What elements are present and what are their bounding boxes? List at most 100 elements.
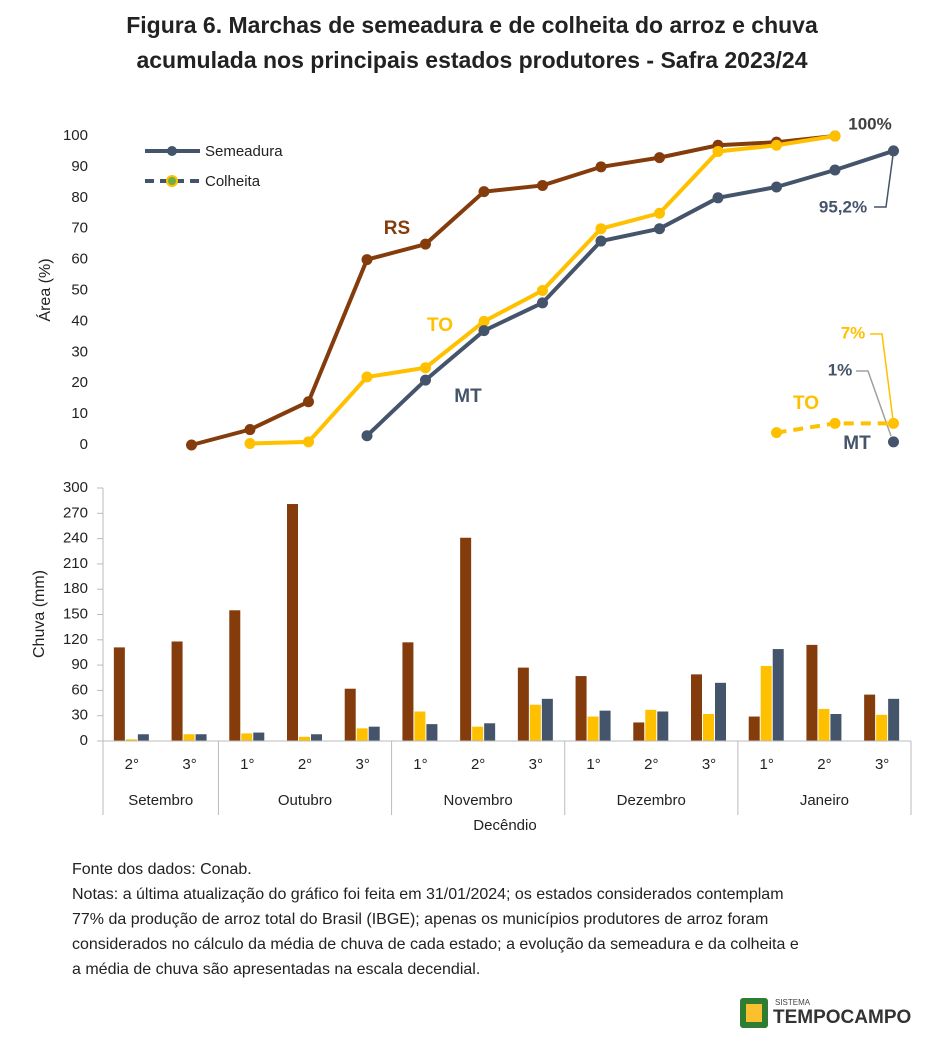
bar	[125, 739, 137, 741]
point	[420, 374, 431, 386]
group-label: Janeiro	[800, 792, 849, 809]
point	[654, 152, 665, 164]
logo-small: SISTEMA	[775, 998, 811, 1007]
point	[420, 362, 431, 374]
point	[888, 436, 899, 448]
bar	[748, 716, 760, 741]
bar	[876, 714, 888, 741]
group-label: Novembro	[444, 792, 513, 809]
value-label: 100%	[848, 114, 891, 133]
bar	[691, 674, 702, 741]
bar	[171, 641, 183, 741]
bar	[599, 710, 611, 741]
series-label: RS	[384, 218, 410, 239]
value-label: 1%	[828, 360, 853, 379]
bar	[517, 667, 529, 741]
y-tick-label: 30	[71, 707, 88, 724]
bar	[772, 649, 784, 741]
y-tick-label: 180	[63, 580, 88, 597]
x-tick-label: 2°	[298, 756, 312, 773]
point	[771, 181, 782, 193]
point	[361, 371, 373, 383]
x-tick-label: 1°	[586, 756, 600, 773]
y-tick-label: 10	[71, 405, 88, 422]
point	[654, 207, 665, 219]
point	[888, 417, 899, 429]
point	[478, 325, 490, 337]
point	[361, 430, 373, 442]
bar	[830, 714, 842, 741]
x-tick-label: 3°	[875, 756, 889, 773]
point	[420, 238, 431, 250]
title-line: Figura 6. Marchas de semeadura e de colh…	[126, 12, 818, 38]
bar	[484, 723, 496, 741]
point	[829, 130, 841, 142]
point	[595, 235, 607, 247]
x-tick-label: 2°	[125, 756, 139, 773]
series-label: TO	[427, 315, 453, 336]
y-tick-label: 20	[71, 374, 88, 391]
bar	[402, 642, 414, 741]
leader-line	[856, 370, 892, 437]
bar	[633, 722, 645, 741]
bar	[195, 734, 207, 741]
y-tick-label: 0	[80, 732, 88, 749]
x-tick-label: 2°	[644, 756, 658, 773]
legend-marker	[166, 175, 178, 187]
point	[771, 139, 782, 151]
y-tick-label: 0	[80, 436, 88, 453]
point	[712, 145, 724, 157]
point	[244, 424, 256, 436]
series-line	[365, 148, 895, 438]
x-tick-label: 2°	[471, 756, 485, 773]
bar	[703, 714, 714, 741]
bar	[472, 726, 484, 741]
x-tick-label: 3°	[182, 756, 196, 773]
bar	[460, 537, 472, 741]
point	[537, 179, 548, 191]
note-line: considerados no cálculo da média de chuv…	[72, 936, 799, 953]
point	[186, 439, 197, 451]
bar	[229, 610, 241, 741]
bar	[645, 709, 657, 741]
value-label: 95,2%	[819, 197, 867, 216]
point	[361, 254, 373, 266]
y-tick-label: 70	[71, 220, 88, 237]
bar	[253, 732, 265, 741]
note-line: 77% da produção de arroz total do Brasil…	[72, 911, 768, 928]
bar	[183, 734, 195, 741]
bar	[241, 733, 253, 741]
bar	[657, 711, 669, 741]
bar	[760, 665, 772, 741]
x-tick-label: 3°	[702, 756, 716, 773]
point	[595, 161, 607, 173]
point	[303, 436, 314, 448]
source: Fonte dos dados: Conab.	[72, 861, 252, 878]
bar	[113, 647, 125, 741]
leader-line	[874, 154, 894, 208]
legend-label: Colheita	[205, 173, 261, 190]
y-tick-label: 240	[63, 530, 88, 547]
y-tick-label: 30	[71, 343, 88, 360]
bar	[587, 716, 599, 741]
group-label: Setembro	[128, 792, 193, 809]
point	[829, 164, 841, 176]
bar	[344, 688, 356, 741]
bar	[414, 711, 426, 741]
title-line: acumulada nos principais estados produto…	[136, 47, 807, 73]
legend-label: Semeadura	[205, 143, 283, 160]
bar	[311, 734, 322, 741]
x-axis-label: Decêndio	[473, 817, 536, 834]
y-tick-label: 270	[63, 504, 88, 521]
bar	[818, 708, 830, 741]
bar	[888, 698, 900, 741]
group-label: Dezembro	[617, 792, 686, 809]
y-tick-label: 80	[71, 189, 88, 206]
y-tick-label: 100	[63, 127, 88, 144]
point	[478, 186, 490, 198]
y-tick-label: 50	[71, 281, 88, 298]
point	[537, 297, 548, 309]
x-tick-label: 3°	[529, 756, 543, 773]
series-label: MT	[454, 386, 482, 407]
y-tick-label: 40	[71, 312, 88, 329]
